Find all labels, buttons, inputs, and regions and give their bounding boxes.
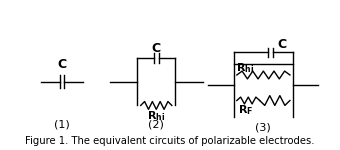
Text: $\mathbf{R_F}$: $\mathbf{R_F}$ [238, 103, 253, 117]
Text: $\mathbf{R_{hi}}$: $\mathbf{R_{hi}}$ [147, 109, 165, 123]
Text: C: C [152, 42, 161, 55]
Text: (2): (2) [148, 119, 164, 129]
Text: (1): (1) [54, 119, 70, 129]
Text: C: C [57, 58, 67, 71]
Text: $\mathbf{R_{hi}}$: $\mathbf{R_{hi}}$ [236, 61, 254, 75]
Text: Figure 1. The equivalent circuits of polarizable electrodes.: Figure 1. The equivalent circuits of pol… [25, 136, 315, 146]
Text: C: C [277, 38, 286, 51]
Text: (3): (3) [255, 122, 271, 132]
